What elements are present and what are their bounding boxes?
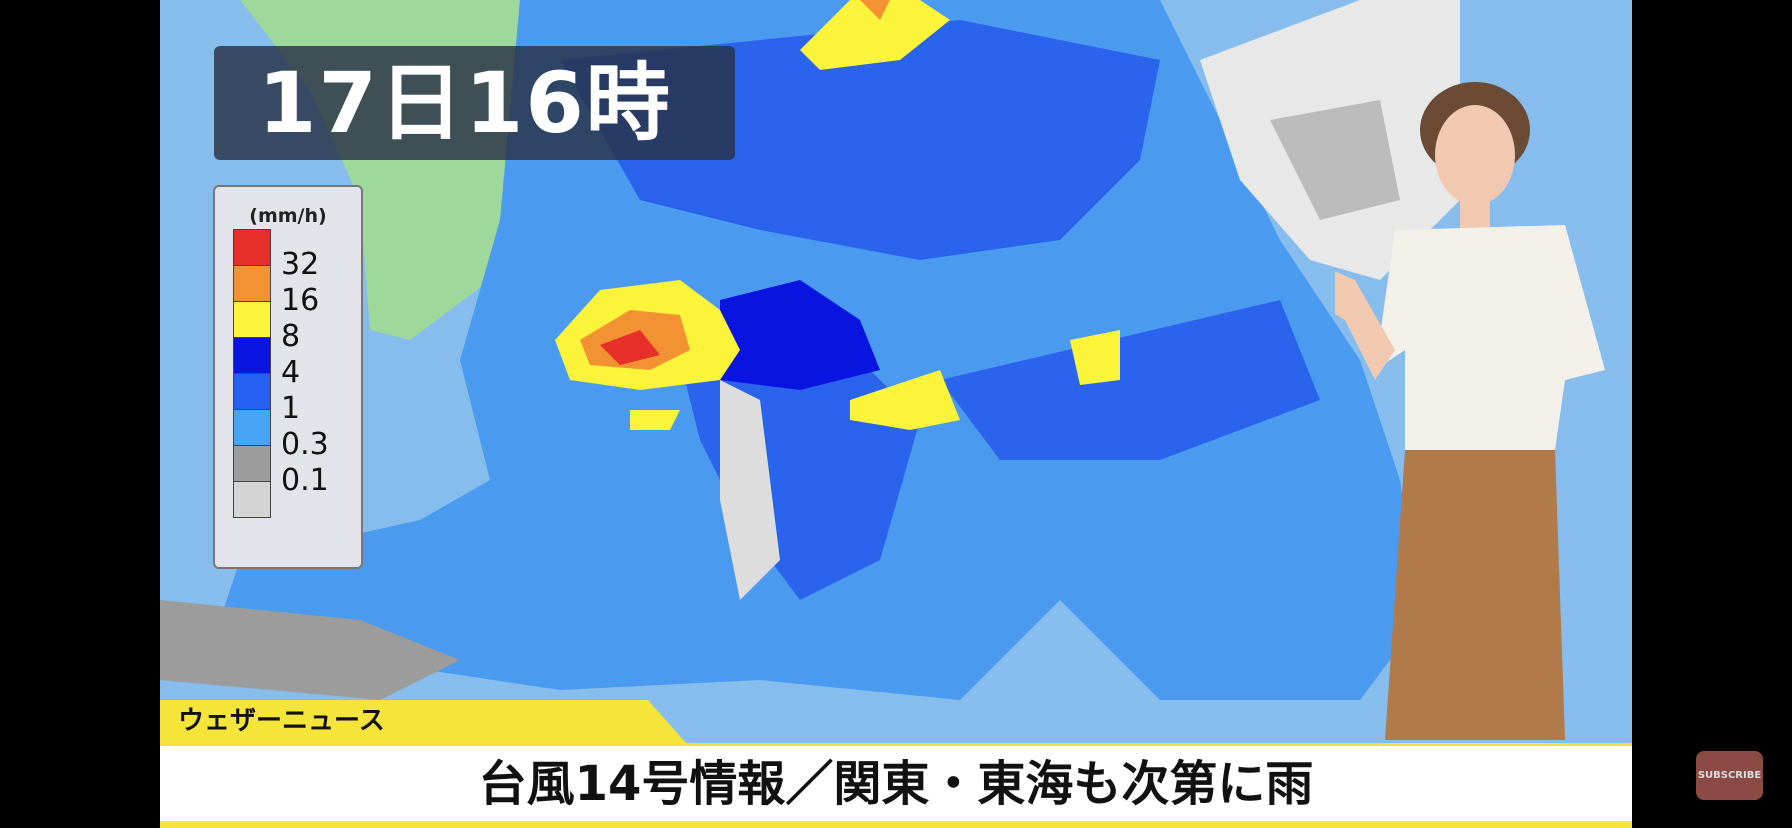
legend-swatch [233, 373, 271, 410]
video-frame[interactable]: 17日16時 (mm/h) 32 16 8 4 1 0.3 0.1 ウェザーニュース 台風1… [160, 0, 1632, 828]
legend-swatch [233, 229, 271, 266]
ticker-bottom-line [160, 821, 1632, 828]
legend-label: 16 [281, 283, 320, 318]
rain-radar-map [160, 0, 1632, 828]
legend-unit: (mm/h) [249, 205, 327, 227]
headline-bar: 台風14号情報／関東・東海も次第に雨 [160, 743, 1632, 821]
legend-swatch [233, 409, 271, 446]
legend-label: 8 [281, 319, 301, 354]
legend-swatch [233, 265, 271, 302]
legend-label: 4 [281, 355, 301, 390]
legend-label: 0.3 [281, 427, 329, 462]
legend-label: 1 [281, 391, 301, 426]
legend-swatch [233, 481, 271, 518]
presenter [1335, 82, 1605, 740]
legend-swatch [233, 337, 271, 374]
forecast-time-label: 17日16時 [214, 46, 735, 160]
program-label: ウェザーニュース [160, 700, 686, 743]
legend-swatch [233, 445, 271, 482]
legend-label: 0.1 [281, 463, 329, 498]
subscribe-button[interactable]: SUBSCRIBE [1696, 751, 1763, 800]
legend-label: 32 [281, 247, 320, 282]
rainfall-legend: (mm/h) 32 16 8 4 1 0.3 0.1 [213, 185, 363, 569]
legend-swatch [233, 301, 271, 338]
